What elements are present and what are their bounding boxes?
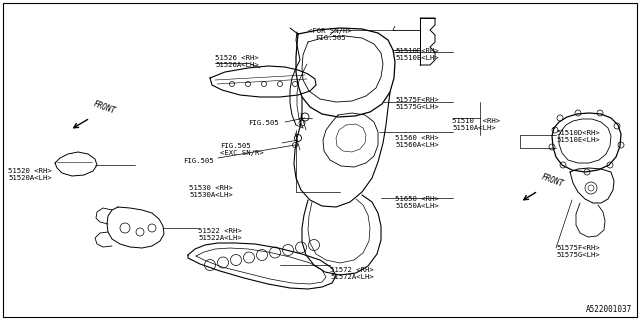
Text: 51575F<RH>
51575G<LH>: 51575F<RH> 51575G<LH> bbox=[556, 245, 600, 258]
Text: FIG.505: FIG.505 bbox=[183, 158, 214, 164]
Text: 51560 <RH>
51560A<LH>: 51560 <RH> 51560A<LH> bbox=[395, 135, 439, 148]
Text: FIG.505
<EXC SN/R>: FIG.505 <EXC SN/R> bbox=[220, 143, 264, 156]
Text: FRONT: FRONT bbox=[92, 100, 117, 116]
Text: 51510D<RH>
51510E<LH>: 51510D<RH> 51510E<LH> bbox=[556, 130, 600, 143]
Text: FRONT: FRONT bbox=[540, 172, 565, 189]
Text: 51510D<RH>
51510E<LH>: 51510D<RH> 51510E<LH> bbox=[395, 48, 439, 61]
Text: 51520 <RH>
51520A<LH>: 51520 <RH> 51520A<LH> bbox=[8, 168, 52, 181]
Text: FIG.505: FIG.505 bbox=[248, 120, 278, 126]
Text: <FOR SN/R>
FIG.505: <FOR SN/R> FIG.505 bbox=[308, 28, 352, 41]
Text: A522001037: A522001037 bbox=[586, 305, 632, 314]
Text: 51526 <RH>
51526A<LH>: 51526 <RH> 51526A<LH> bbox=[215, 55, 259, 68]
Text: 51530 <RH>
51530A<LH>: 51530 <RH> 51530A<LH> bbox=[189, 185, 233, 198]
Text: 51572 <RH>
51572A<LH>: 51572 <RH> 51572A<LH> bbox=[330, 267, 374, 280]
Text: 51650 <RH>
51650A<LH>: 51650 <RH> 51650A<LH> bbox=[395, 196, 439, 209]
Text: 51510  <RH>
51510A<LH>: 51510 <RH> 51510A<LH> bbox=[452, 118, 500, 131]
Text: 51575F<RH>
51575G<LH>: 51575F<RH> 51575G<LH> bbox=[395, 97, 439, 110]
Text: 51522 <RH>
51522A<LH>: 51522 <RH> 51522A<LH> bbox=[198, 228, 242, 241]
